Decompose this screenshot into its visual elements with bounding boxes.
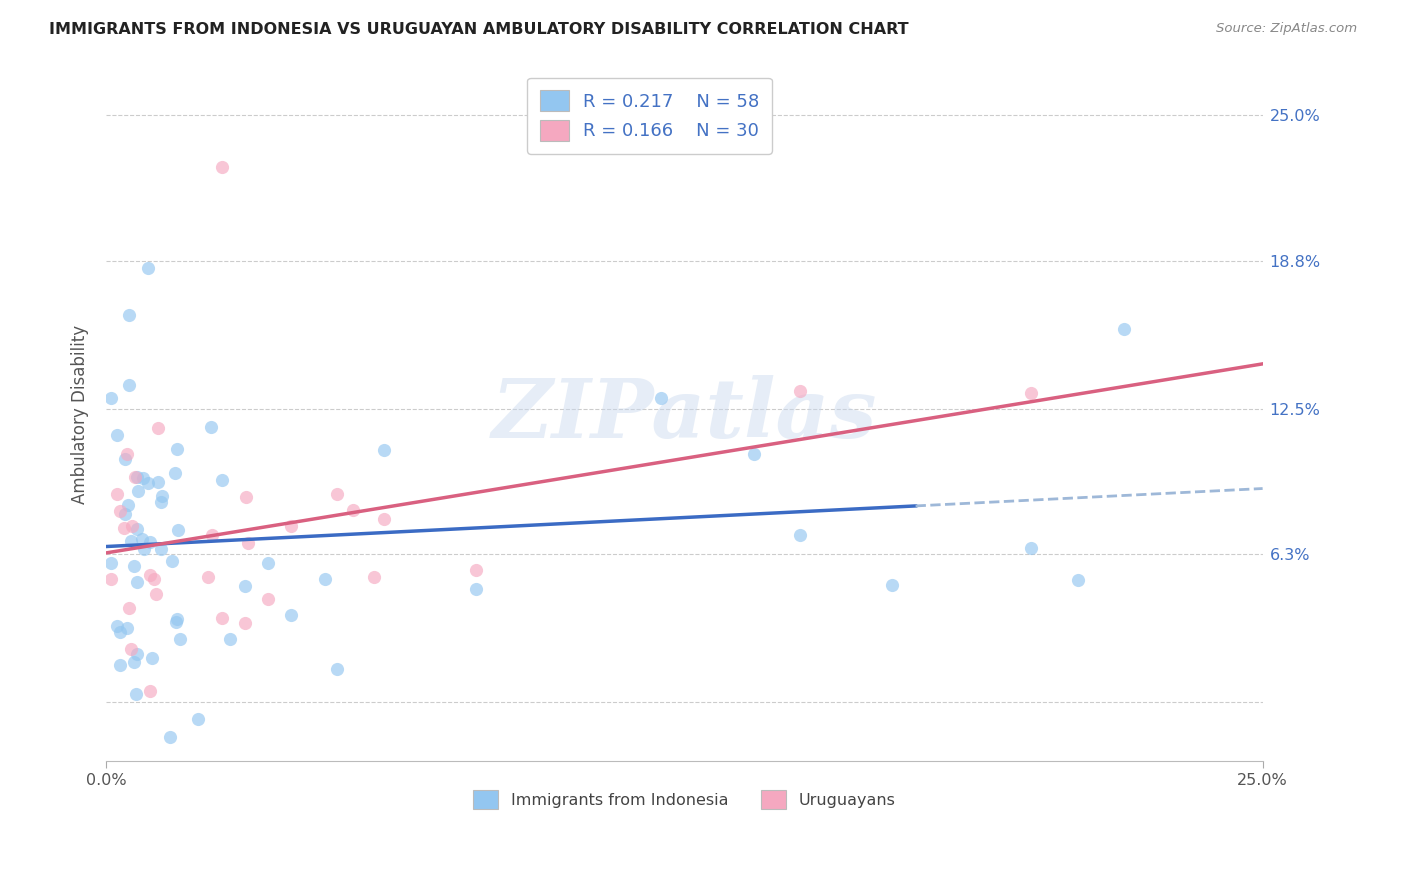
Point — [150, 541, 173, 556]
Point — [139, 683, 162, 698]
Point — [100, 572, 122, 586]
Point — [211, 160, 233, 174]
Point — [169, 632, 191, 646]
Point — [125, 687, 148, 701]
Point — [187, 712, 209, 726]
Point — [105, 428, 128, 442]
Point — [112, 521, 135, 535]
Point — [127, 483, 149, 498]
Point — [105, 619, 128, 633]
Point — [1066, 573, 1088, 587]
Point — [146, 421, 169, 435]
Point — [100, 392, 122, 406]
Point — [122, 655, 145, 669]
Point — [1112, 321, 1135, 335]
Point — [342, 503, 364, 517]
Y-axis label: Ambulatory Disability: Ambulatory Disability — [72, 325, 89, 504]
Text: Source: ZipAtlas.com: Source: ZipAtlas.com — [1216, 22, 1357, 36]
Point — [118, 600, 141, 615]
Point — [136, 476, 159, 491]
Point — [201, 528, 224, 542]
Point — [160, 554, 183, 568]
Point — [650, 391, 672, 405]
Point — [235, 490, 257, 504]
Point — [326, 487, 349, 501]
Point — [167, 523, 190, 537]
Point — [789, 528, 811, 542]
Point — [882, 578, 904, 592]
Point — [166, 612, 188, 626]
Point — [143, 572, 166, 586]
Point — [110, 658, 132, 673]
Point — [127, 574, 149, 589]
Point — [211, 473, 233, 487]
Point — [139, 535, 162, 549]
Point — [100, 556, 122, 570]
Point — [118, 308, 141, 322]
Point — [125, 470, 148, 484]
Point — [465, 563, 488, 577]
Point — [326, 662, 349, 676]
Point — [122, 558, 145, 573]
Point — [125, 522, 148, 536]
Point — [105, 486, 128, 500]
Point — [1019, 541, 1042, 555]
Point — [115, 621, 138, 635]
Point — [200, 419, 222, 434]
Point — [789, 384, 811, 398]
Point — [257, 557, 280, 571]
Point — [233, 615, 256, 630]
Point — [363, 570, 385, 584]
Point — [1019, 385, 1042, 400]
Point — [166, 615, 188, 629]
Point — [150, 495, 173, 509]
Point — [280, 519, 302, 533]
Point — [120, 534, 142, 549]
Point — [257, 591, 280, 606]
Point — [165, 466, 187, 480]
Point — [124, 470, 146, 484]
Point — [132, 470, 155, 484]
Point — [197, 570, 219, 584]
Point — [280, 607, 302, 622]
Point — [136, 260, 159, 275]
Point — [141, 651, 163, 665]
Point — [236, 535, 259, 549]
Point — [373, 512, 395, 526]
Text: ZIPatlas: ZIPatlas — [492, 375, 877, 455]
Point — [211, 611, 233, 625]
Point — [145, 587, 167, 601]
Point — [117, 499, 139, 513]
Point — [108, 624, 131, 639]
Point — [148, 475, 170, 490]
Point — [118, 378, 141, 392]
Point — [139, 568, 162, 582]
Point — [132, 541, 155, 556]
Point — [114, 451, 136, 466]
Point — [219, 632, 242, 647]
Point — [115, 447, 138, 461]
Point — [742, 447, 765, 461]
Point — [108, 504, 131, 518]
Point — [159, 731, 181, 745]
Point — [233, 579, 256, 593]
Point — [121, 519, 143, 533]
Point — [131, 532, 153, 546]
Point — [150, 489, 173, 503]
Point — [373, 443, 395, 458]
Point — [166, 442, 188, 456]
Point — [114, 507, 136, 521]
Point — [314, 572, 336, 586]
Legend: Immigrants from Indonesia, Uruguayans: Immigrants from Indonesia, Uruguayans — [467, 784, 903, 815]
Point — [120, 642, 142, 657]
Text: IMMIGRANTS FROM INDONESIA VS URUGUAYAN AMBULATORY DISABILITY CORRELATION CHART: IMMIGRANTS FROM INDONESIA VS URUGUAYAN A… — [49, 22, 908, 37]
Point — [465, 582, 488, 596]
Point — [127, 648, 149, 662]
